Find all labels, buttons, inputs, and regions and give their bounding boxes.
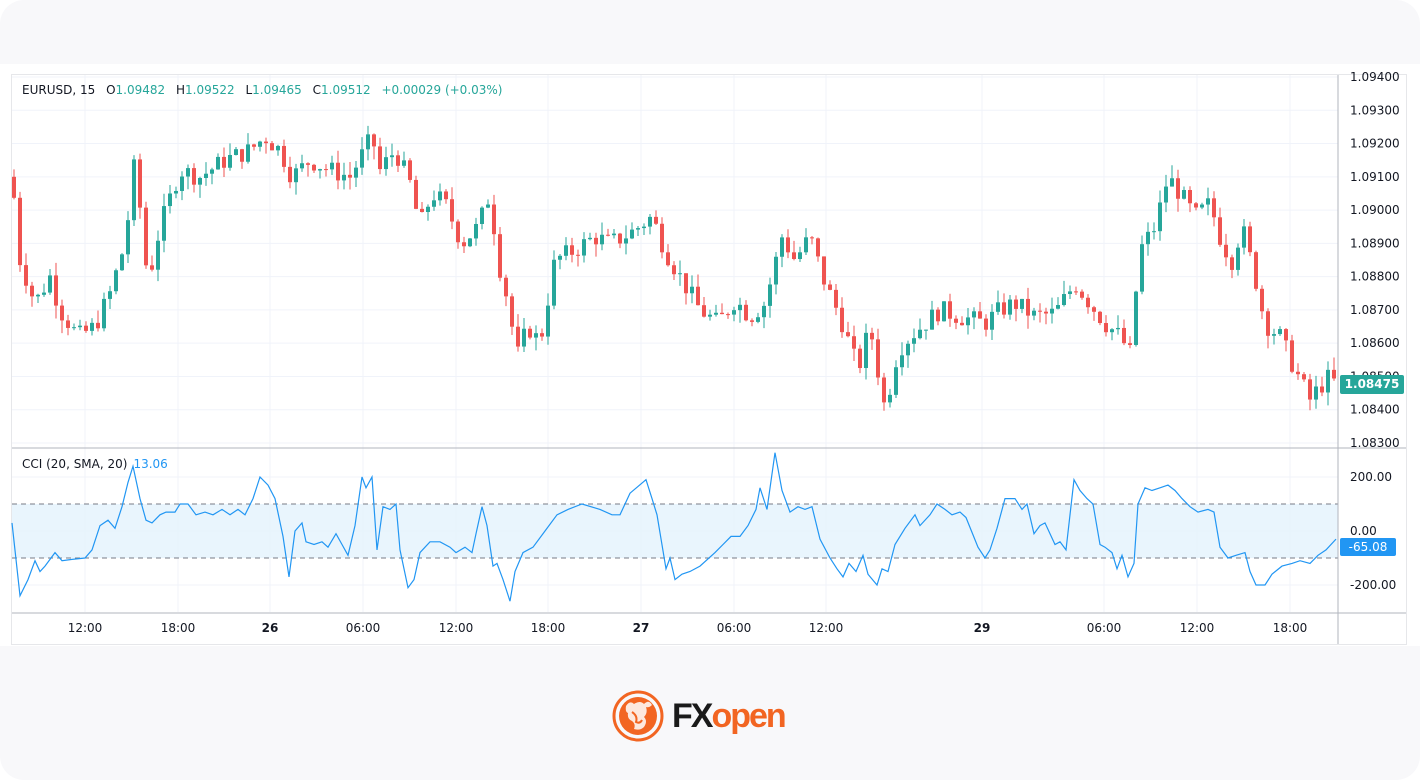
svg-text:06:00: 06:00 xyxy=(1087,621,1122,635)
last-price-badge: 1.08475 xyxy=(1340,375,1404,394)
symbol-legend: EURUSD, 15 O1.09482 H1.09522 L1.09465 C1… xyxy=(22,83,503,97)
top-band xyxy=(0,0,1420,64)
open-value: 1.09482 xyxy=(115,83,166,97)
svg-text:18:00: 18:00 xyxy=(161,621,196,635)
svg-text:26: 26 xyxy=(262,621,279,635)
svg-text:1.08800: 1.08800 xyxy=(1350,270,1400,284)
cci-label: CCI (20, SMA, 20) xyxy=(22,457,128,471)
svg-text:12:00: 12:00 xyxy=(809,621,844,635)
close-value: 1.09512 xyxy=(321,83,371,97)
bottom-band xyxy=(0,646,1420,780)
symbol-label: EURUSD, 15 xyxy=(22,83,96,97)
last-cci-badge: -65.08 xyxy=(1340,538,1396,556)
candlestick-series xyxy=(12,125,1336,411)
svg-text:29: 29 xyxy=(974,621,991,635)
low-value: 1.09465 xyxy=(252,83,302,97)
svg-text:1.08700: 1.08700 xyxy=(1350,303,1400,317)
grid-lines xyxy=(12,75,1338,612)
cci-value: 13.06 xyxy=(133,457,168,471)
change-value: +0.00029 (+0.03%) xyxy=(381,83,503,97)
fxopen-logo: FXopen xyxy=(612,690,787,742)
svg-text:1.08600: 1.08600 xyxy=(1350,336,1400,350)
svg-text:1.08900: 1.08900 xyxy=(1350,236,1400,250)
logo-wordmark: FXopen xyxy=(672,696,787,735)
svg-text:18:00: 18:00 xyxy=(531,621,566,635)
svg-text:1.09300: 1.09300 xyxy=(1350,103,1400,117)
cci-legend: CCI (20, SMA, 20) 13.06 xyxy=(22,457,168,471)
svg-text:06:00: 06:00 xyxy=(717,621,752,635)
svg-text:1.09200: 1.09200 xyxy=(1350,137,1400,151)
svg-text:12:00: 12:00 xyxy=(1180,621,1215,635)
svg-text:200.00: 200.00 xyxy=(1350,470,1392,484)
svg-text:0.00: 0.00 xyxy=(1350,524,1377,538)
svg-text:18:00: 18:00 xyxy=(1273,621,1308,635)
cci-series xyxy=(11,452,1338,602)
svg-text:27: 27 xyxy=(633,621,650,635)
bull-logo-icon xyxy=(612,690,664,742)
svg-text:1.09400: 1.09400 xyxy=(1350,70,1400,84)
high-value: 1.09522 xyxy=(185,83,235,97)
svg-text:12:00: 12:00 xyxy=(68,621,103,635)
svg-text:12:00: 12:00 xyxy=(439,621,474,635)
svg-text:-200.00: -200.00 xyxy=(1350,578,1396,592)
svg-text:1.08400: 1.08400 xyxy=(1350,403,1400,417)
svg-text:06:00: 06:00 xyxy=(346,621,381,635)
svg-text:1.08300: 1.08300 xyxy=(1350,436,1400,450)
svg-text:1.09000: 1.09000 xyxy=(1350,203,1400,217)
axes: 1.09400 1.09300 1.09200 1.09100 1.09000 1.089… xyxy=(12,70,1406,644)
svg-text:1.09100: 1.09100 xyxy=(1350,170,1400,184)
